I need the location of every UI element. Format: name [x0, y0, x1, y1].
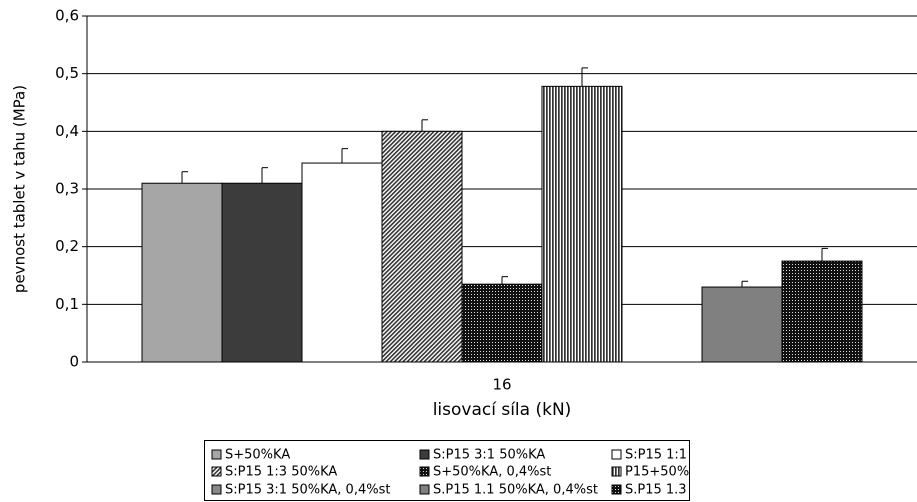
legend-label: P15+50%KA, 0,4%st [625, 465, 760, 480]
y-tick-label: 0,1 [55, 295, 79, 313]
y-tick-label: 0,4 [55, 122, 79, 140]
error-bar [741, 280, 748, 288]
y-tick-label: 0,2 [55, 237, 79, 255]
legend-swatch [419, 449, 430, 460]
error-bar [501, 276, 508, 285]
legend-swatch [611, 484, 622, 495]
y-tick-label: 0,3 [55, 180, 79, 198]
error-bar [421, 119, 428, 132]
legend-swatch [419, 484, 430, 495]
bar [781, 260, 863, 363]
legend-box [204, 440, 690, 501]
legend-swatch [211, 449, 222, 460]
legend-swatch [211, 484, 222, 495]
legend-label: S:P15 3:1 50%KA [433, 448, 545, 463]
legend-swatch [611, 449, 622, 460]
error-bar [261, 167, 268, 184]
legend-label: S+50%KA, 0,4%st [433, 465, 551, 480]
legend-swatch [419, 466, 430, 477]
legend-swatch [611, 466, 622, 477]
legend-swatch [211, 466, 222, 477]
bar [381, 130, 463, 363]
y-axis-title: pevnost tablet v tahu (MPa) [11, 85, 29, 293]
bar [701, 286, 783, 363]
legend-label: S:P15 1:1 50%KA [625, 448, 737, 463]
x-axis-title: lisovací síla (kN) [433, 400, 572, 420]
error-bar [581, 67, 588, 87]
error-bar [821, 247, 828, 262]
bar [301, 162, 383, 363]
error-bar [341, 148, 348, 164]
bar [541, 85, 623, 363]
legend-label: S:P15 1:3 50%KA [225, 465, 337, 480]
legend-label: S.P15 1.3 50%KA, 0,4%st [625, 483, 790, 498]
legend-label: S:P15 3:1 50%KA, 0,4%st [225, 483, 390, 498]
y-tick-label: 0,5 [55, 64, 79, 82]
y-tick-label: 0 [69, 353, 79, 371]
bar [141, 182, 223, 363]
y-tick-label: 0,6 [55, 7, 79, 25]
legend-label: S+50%KA [225, 448, 290, 463]
legend-label: S.P15 1.1 50%KA, 0,4%st [433, 483, 598, 498]
bar [461, 283, 543, 363]
x-tick-label: 16 [492, 376, 511, 394]
bar [221, 182, 303, 363]
legend: S+50%KA S:P15 3:1 50%KA S:P15 1:1 50%KA S:P… [204, 440, 790, 501]
error-bar [181, 171, 188, 184]
